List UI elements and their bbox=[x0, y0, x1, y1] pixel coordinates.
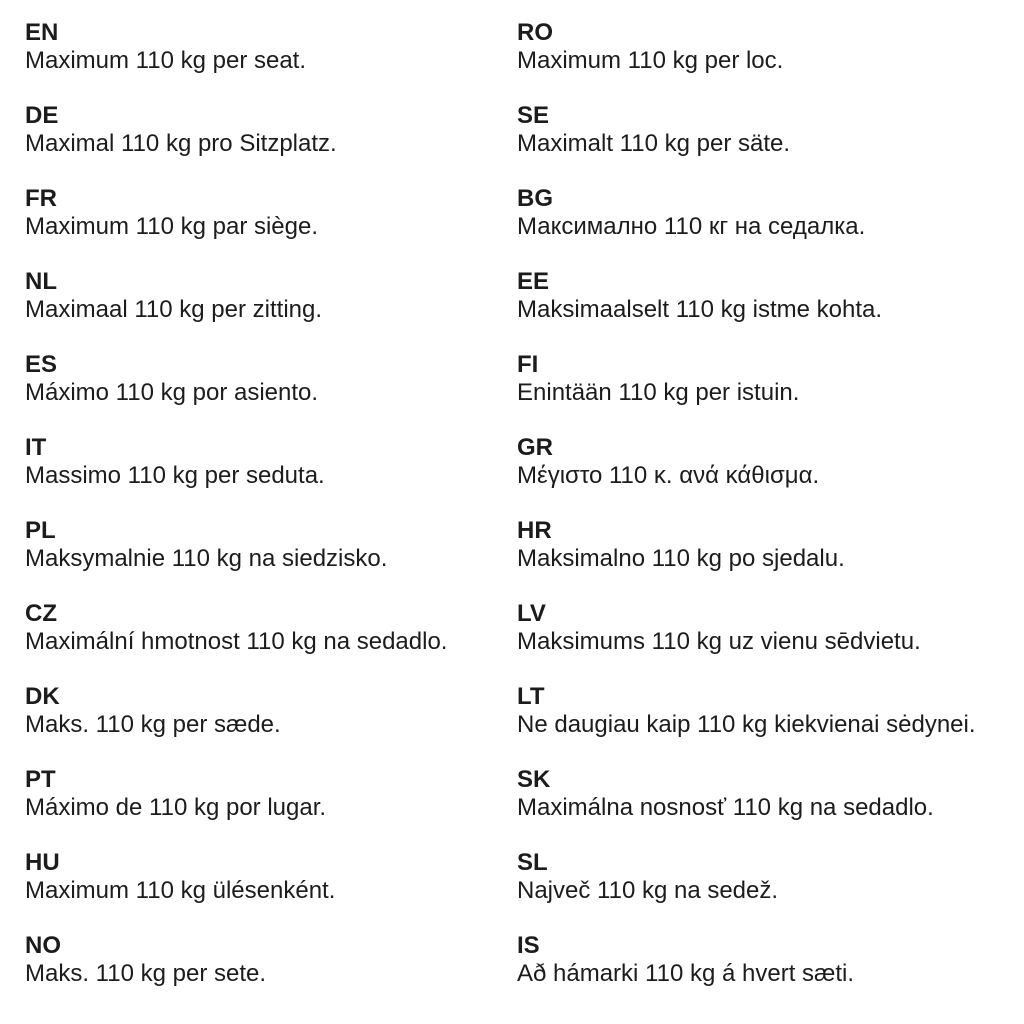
translation-text: Máximo de 110 kg por lugar. bbox=[25, 794, 327, 821]
language-column-left: EN Maximum 110 kg per seat. DE Maximal 110 … bbox=[25, 19, 510, 1015]
language-code: ES bbox=[25, 351, 58, 378]
language-entry: GR Μέγιστο 110 κ. ανά κάθισμα. bbox=[517, 434, 1017, 490]
language-code: HR bbox=[517, 517, 552, 544]
language-entry: LT Ne daugiau kaip 110 kg kiekvienai sėdy… bbox=[517, 683, 1017, 739]
translation-text: Maks. 110 kg per sete. bbox=[25, 960, 267, 987]
translation-text: Μέγιστο 110 κ. ανά κάθισμα. bbox=[517, 462, 820, 489]
language-entry: EE Maksimaalselt 110 kg istme kohta. bbox=[517, 268, 1017, 324]
translation-text: Maximalt 110 kg per säte. bbox=[517, 130, 791, 157]
language-entry: DE Maximal 110 kg pro Sitzplatz. bbox=[25, 102, 510, 158]
translation-text: Ne daugiau kaip 110 kg kiekvienai sėdyne… bbox=[517, 711, 976, 738]
language-entry: IS Að hámarki 110 kg á hvert sæti. bbox=[517, 932, 1017, 988]
language-code: LT bbox=[517, 683, 545, 710]
language-entry: PT Máximo de 110 kg por lugar. bbox=[25, 766, 510, 822]
language-code: NL bbox=[25, 268, 57, 295]
language-code: SE bbox=[517, 102, 550, 129]
language-entry: RO Maximum 110 kg per loc. bbox=[517, 19, 1017, 75]
language-entry: PL Maksymalnie 110 kg na siedzisko. bbox=[25, 517, 510, 573]
language-entry: CZ Maximální hmotnost 110 kg na sedadlo. bbox=[25, 600, 510, 656]
language-code: DE bbox=[25, 102, 59, 129]
language-code: RO bbox=[517, 19, 553, 46]
translation-text: Maximálna nosnosť 110 kg na sedadlo. bbox=[517, 794, 934, 821]
language-code: GR bbox=[517, 434, 553, 461]
translation-text: Maksimalno 110 kg po sjedalu. bbox=[517, 545, 845, 572]
translation-text: Enintään 110 kg per istuin. bbox=[517, 379, 800, 406]
language-entry: EN Maximum 110 kg per seat. bbox=[25, 19, 510, 75]
language-entry: ES Máximo 110 kg por asiento. bbox=[25, 351, 510, 407]
language-code: SK bbox=[517, 766, 551, 793]
language-code: CZ bbox=[25, 600, 57, 627]
language-code: FI bbox=[517, 351, 539, 378]
language-entry: DK Maks. 110 kg per sæde. bbox=[25, 683, 510, 739]
language-entry: IT Massimo 110 kg per seduta. bbox=[25, 434, 510, 490]
translation-text: Največ 110 kg na sedež. bbox=[517, 877, 779, 904]
language-code: IT bbox=[25, 434, 47, 461]
language-code: DK bbox=[25, 683, 60, 710]
language-code: EE bbox=[517, 268, 550, 295]
translation-text: Maximální hmotnost 110 kg na sedadlo. bbox=[25, 628, 448, 655]
language-entry: FI Enintään 110 kg per istuin. bbox=[517, 351, 1017, 407]
language-entry: FR Maximum 110 kg par siège. bbox=[25, 185, 510, 241]
translation-text: Maximum 110 kg per loc. bbox=[517, 47, 784, 74]
language-code: NO bbox=[25, 932, 61, 959]
language-column-right: RO Maximum 110 kg per loc. SE Maximalt 110 … bbox=[517, 19, 1017, 1015]
translation-text: Maksymalnie 110 kg na siedzisko. bbox=[25, 545, 388, 572]
translation-text: Maksimums 110 kg uz vienu sēdvietu. bbox=[517, 628, 921, 655]
language-code: SL bbox=[517, 849, 548, 876]
language-entry: HU Maximum 110 kg ülésenként. bbox=[25, 849, 510, 905]
language-code: PT bbox=[25, 766, 56, 793]
language-entry: SL Največ 110 kg na sedež. bbox=[517, 849, 1017, 905]
language-entry: SK Maximálna nosnosť 110 kg na sedadlo. bbox=[517, 766, 1017, 822]
translation-text: Maximal 110 kg pro Sitzplatz. bbox=[25, 130, 337, 157]
translation-text: Maximum 110 kg ülésenként. bbox=[25, 877, 336, 904]
language-code: BG bbox=[517, 185, 553, 212]
language-entry: HR Maksimalno 110 kg po sjedalu. bbox=[517, 517, 1017, 573]
language-entry: NL Maximaal 110 kg per zitting. bbox=[25, 268, 510, 324]
language-code: EN bbox=[25, 19, 59, 46]
translation-text: Maks. 110 kg per sæde. bbox=[25, 711, 281, 738]
translation-text: Maksimaalselt 110 kg istme kohta. bbox=[517, 296, 883, 323]
language-code: PL bbox=[25, 517, 56, 544]
language-code: HU bbox=[25, 849, 60, 876]
translation-text: Maximum 110 kg per seat. bbox=[25, 47, 307, 74]
language-code: IS bbox=[517, 932, 540, 959]
translation-text: Að hámarki 110 kg á hvert sæti. bbox=[517, 960, 855, 987]
translation-text: Maximum 110 kg par siège. bbox=[25, 213, 319, 240]
language-entry: SE Maximalt 110 kg per säte. bbox=[517, 102, 1017, 158]
language-code: LV bbox=[517, 600, 546, 627]
language-entry: BG Максимално 110 кг на седалка. bbox=[517, 185, 1017, 241]
translation-text: Максимално 110 кг на седалка. bbox=[517, 213, 866, 240]
translation-text: Maximaal 110 kg per zitting. bbox=[25, 296, 323, 323]
translation-text: Máximo 110 kg por asiento. bbox=[25, 379, 319, 406]
language-entry: NO Maks. 110 kg per sete. bbox=[25, 932, 510, 988]
language-code: FR bbox=[25, 185, 57, 212]
language-entry: LV Maksimums 110 kg uz vienu sēdvietu. bbox=[517, 600, 1017, 656]
translation-text: Massimo 110 kg per seduta. bbox=[25, 462, 325, 489]
